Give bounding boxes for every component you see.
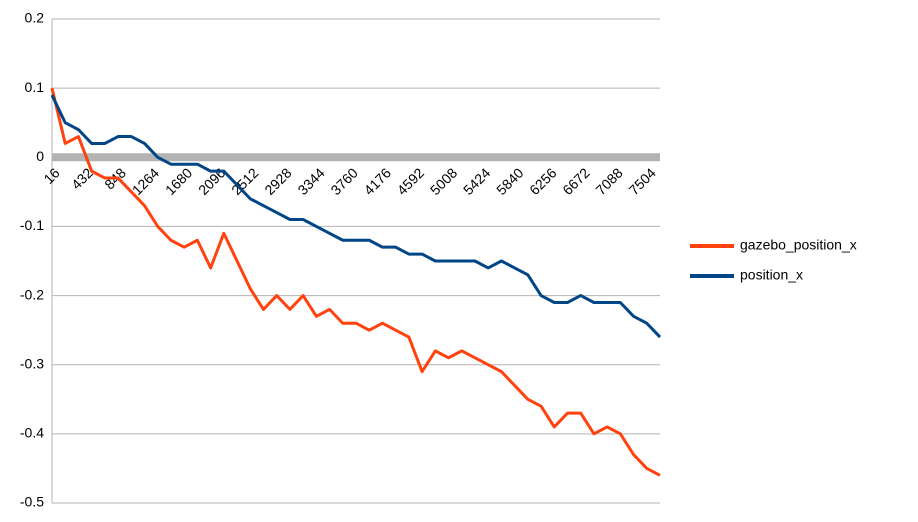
series-line [50, 94, 662, 339]
x-tick-label: 3344 [294, 165, 327, 198]
series-line [50, 87, 661, 477]
y-tick-label: -0.4 [20, 425, 44, 441]
x-tick-label: 4176 [361, 165, 394, 198]
x-tick-label: 1680 [162, 165, 195, 198]
y-tick-label: -0.5 [20, 494, 44, 510]
x-tick-label: 6672 [559, 165, 592, 198]
x-tick-label: 16 [40, 165, 62, 187]
x-tick-label: 5840 [493, 165, 526, 198]
y-tick-label: 0.1 [25, 79, 45, 95]
x-tick-label: 3760 [328, 165, 361, 198]
x-tick-label: 4592 [394, 165, 427, 198]
x-tick-label: 2928 [261, 165, 294, 198]
x-tick-label: 7088 [592, 165, 625, 198]
y-tick-label: -0.2 [20, 286, 44, 302]
y-tick-label: 0.2 [25, 10, 45, 26]
x-tick-label: 6256 [526, 165, 559, 198]
y-tick-label: 0 [36, 148, 44, 164]
y-tick-label: -0.1 [20, 217, 44, 233]
legend-label: position_x [740, 267, 803, 283]
x-tick-label: 7504 [626, 165, 659, 198]
legend-label: gazebo_position_x [740, 237, 857, 253]
x-tick-label: 5424 [460, 165, 493, 198]
x-tick-label: 5008 [427, 165, 460, 198]
y-tick-label: -0.3 [20, 355, 44, 371]
x-tick-label: 2096 [195, 165, 228, 198]
